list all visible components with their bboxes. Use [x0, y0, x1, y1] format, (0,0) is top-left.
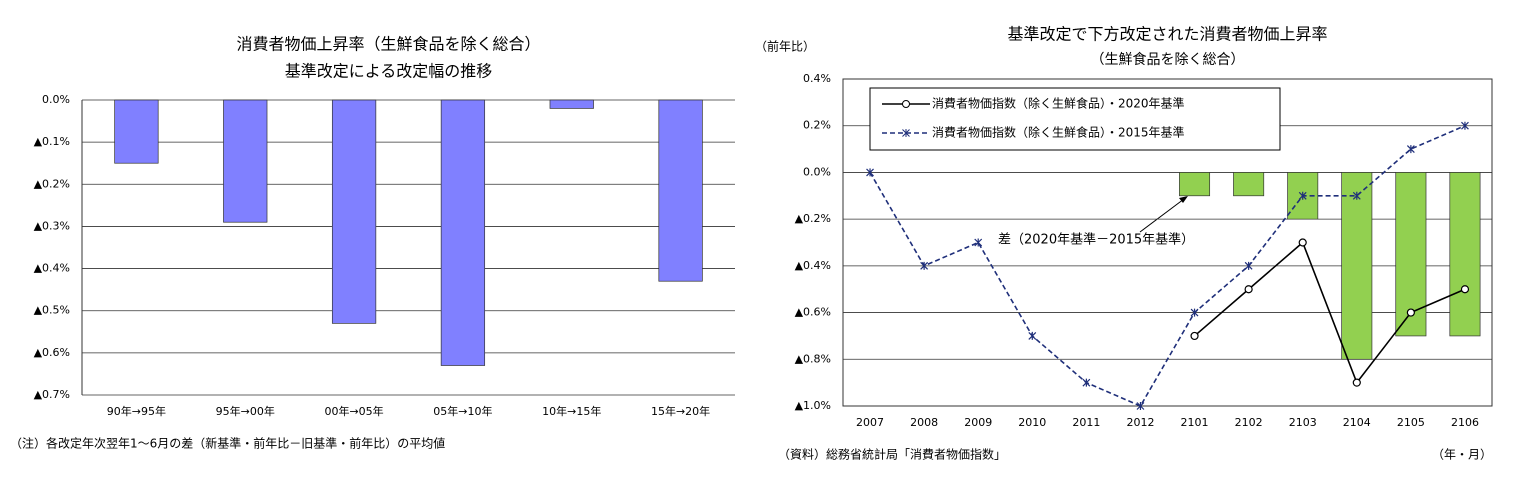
chart-subtitle: （生鮮食品を除く総合） — [1091, 51, 1245, 68]
x-tick-label: 95年→00年 — [216, 404, 275, 418]
x-tick-label: 2106 — [1451, 416, 1479, 429]
marker — [920, 261, 929, 270]
x-tick-label: 2102 — [1235, 416, 1263, 429]
marker — [1406, 308, 1415, 317]
legend-box — [869, 87, 1281, 151]
marker — [1352, 191, 1361, 200]
bar — [440, 99, 486, 366]
y-tick-label: 0.2% — [803, 119, 831, 132]
y-tick-label: 0.0% — [42, 93, 70, 106]
bar — [223, 99, 268, 223]
marker — [1461, 121, 1469, 130]
x-tick-label: 2104 — [1343, 416, 1371, 429]
y-tick-label: ▲0.3% — [34, 219, 70, 232]
chart-title: 基準改定による改定幅の推移 — [285, 62, 493, 81]
x-tick-label: 15年→20年 — [651, 404, 710, 418]
plot-frame — [842, 78, 1493, 407]
y-tick-label: ▲0.1% — [34, 135, 70, 148]
bar — [549, 99, 594, 109]
x-tick-label: 10年→15年 — [542, 404, 601, 418]
marker — [1244, 261, 1253, 270]
marker — [1406, 145, 1415, 154]
annotation-arrow — [1139, 198, 1185, 233]
x-tick-label: 2010 — [1018, 416, 1046, 429]
y-tick-label: ▲0.2% — [795, 212, 831, 225]
x-tick-label: 05年→10年 — [433, 404, 492, 418]
y-tick-label: ▲0.7% — [34, 388, 70, 401]
line — [1194, 241, 1466, 385]
y-tick-label: 0.4% — [803, 72, 831, 85]
x-tick-label: 2008 — [910, 416, 938, 429]
chart-title: 消費者物価上昇率（生鮮食品を除く総合） — [236, 35, 540, 54]
bar — [331, 99, 377, 324]
legend-label: 消費者物価指数（除く生鮮食品）・2020年基準 — [932, 96, 1185, 111]
y-tick-label: ▲0.8% — [795, 352, 831, 365]
marker — [1082, 378, 1091, 387]
x-axis-label: （年・月） — [1432, 448, 1492, 462]
bar — [1179, 172, 1211, 197]
note: （注）各改定年次翌年1～6月の差（新基準・前年比－旧基準・前年比）の平均値 — [10, 436, 445, 451]
source: （資料）総務省統計局「消費者物価指数」 — [778, 447, 1006, 462]
marker — [866, 168, 874, 177]
x-tick-label: 2011 — [1072, 416, 1100, 429]
bar — [114, 99, 159, 164]
y-tick-label: ▲0.4% — [795, 259, 831, 272]
x-tick-label: 2101 — [1181, 416, 1209, 429]
marker — [1460, 285, 1470, 294]
annotation: 差（2020年基準－2015年基準） — [998, 232, 1194, 248]
x-tick-label: 2012 — [1126, 416, 1154, 429]
arrow-head — [1179, 196, 1188, 203]
legend-label: 消費者物価指数（除く生鮮食品）・2015年基準 — [932, 125, 1185, 140]
y-tick-label: 0.0% — [803, 165, 831, 178]
bar — [658, 99, 703, 282]
bar — [1233, 172, 1265, 197]
marker — [1190, 308, 1199, 317]
y-axis-label: （前年比） — [755, 39, 815, 54]
marker — [1244, 285, 1253, 294]
marker — [1298, 191, 1307, 200]
x-tick-label: 2103 — [1289, 416, 1317, 429]
y-tick-label: ▲1.0% — [795, 399, 831, 412]
legend-marker — [902, 100, 910, 108]
y-tick-label: ▲0.6% — [795, 306, 831, 319]
marker — [1136, 402, 1145, 410]
y-tick-label: ▲0.2% — [34, 177, 70, 190]
bar — [1449, 172, 1481, 337]
marker — [1298, 238, 1307, 247]
x-tick-label: 00年→05年 — [324, 404, 383, 418]
x-tick-label: 2009 — [964, 416, 992, 429]
marker — [1190, 331, 1199, 341]
x-tick-label: 90年→95年 — [107, 404, 166, 418]
marker — [1028, 331, 1037, 340]
marker — [1352, 378, 1361, 387]
chart-title: 基準改定で下方改定された消費者物価上昇率 — [1007, 25, 1327, 44]
bar — [1341, 172, 1373, 360]
x-tick-label: 2105 — [1397, 416, 1425, 429]
marker — [974, 238, 983, 247]
legend-marker — [902, 129, 910, 137]
y-tick-label: ▲0.6% — [34, 346, 70, 359]
line — [869, 124, 1466, 408]
x-tick-label: 2007 — [856, 416, 884, 429]
y-tick-label: ▲0.5% — [34, 304, 70, 317]
y-tick-label: ▲0.4% — [34, 262, 70, 275]
